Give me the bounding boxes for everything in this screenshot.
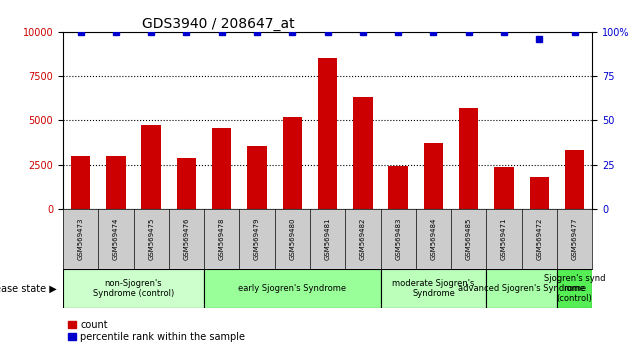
Legend: count, percentile rank within the sample: count, percentile rank within the sample (68, 320, 246, 342)
Bar (63, 269, 204, 308)
Text: moderate Sjogren's
Syndrome: moderate Sjogren's Syndrome (392, 279, 474, 298)
Text: GSM569482: GSM569482 (360, 218, 366, 260)
Text: GSM569479: GSM569479 (254, 218, 260, 260)
Bar (177, 158, 196, 209)
Text: GSM569478: GSM569478 (219, 218, 225, 260)
Text: GDS3940 / 208647_at: GDS3940 / 208647_at (142, 17, 295, 31)
Bar (557, 269, 592, 308)
Text: Sjogren's synd
rome
(control): Sjogren's synd rome (control) (544, 274, 605, 303)
Bar (565, 150, 584, 209)
Bar (142, 125, 161, 209)
Bar (424, 143, 443, 209)
Text: GSM569485: GSM569485 (466, 218, 472, 260)
Text: GSM569471: GSM569471 (501, 218, 507, 260)
Text: GSM569476: GSM569476 (183, 218, 190, 260)
Text: GSM569477: GSM569477 (571, 218, 578, 260)
Text: GSM569474: GSM569474 (113, 218, 119, 260)
Text: GSM569484: GSM569484 (430, 218, 437, 260)
Bar (459, 108, 478, 209)
Text: advanced Sjogren's Syndrome: advanced Sjogren's Syndrome (457, 284, 586, 293)
Text: GSM569481: GSM569481 (324, 218, 331, 260)
Text: disease state ▶: disease state ▶ (0, 284, 57, 293)
Text: GSM569472: GSM569472 (536, 218, 542, 260)
Text: GSM569480: GSM569480 (289, 218, 295, 260)
Bar (381, 269, 486, 308)
Text: non-Sjogren's
Syndrome (control): non-Sjogren's Syndrome (control) (93, 279, 174, 298)
Text: GSM569475: GSM569475 (148, 218, 154, 260)
Bar (71, 156, 90, 209)
Bar (486, 269, 557, 308)
Bar (353, 97, 372, 209)
Bar (318, 58, 337, 209)
Text: GSM569473: GSM569473 (77, 218, 84, 260)
Bar (283, 117, 302, 209)
Bar (495, 167, 513, 209)
Bar (530, 177, 549, 209)
Bar (248, 146, 266, 209)
Bar (389, 166, 408, 209)
Bar (212, 129, 231, 209)
Bar (204, 269, 381, 308)
Text: GSM569483: GSM569483 (395, 218, 401, 260)
Text: early Sjogren's Syndrome: early Sjogren's Syndrome (238, 284, 347, 293)
Bar (106, 156, 125, 209)
